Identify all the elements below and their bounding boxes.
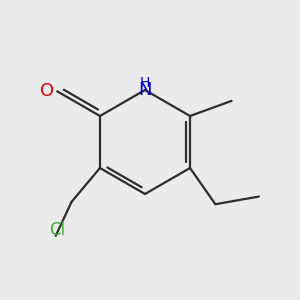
Text: O: O <box>40 82 54 100</box>
Text: N: N <box>138 81 152 99</box>
Text: H: H <box>140 76 150 90</box>
Text: Cl: Cl <box>49 221 65 239</box>
